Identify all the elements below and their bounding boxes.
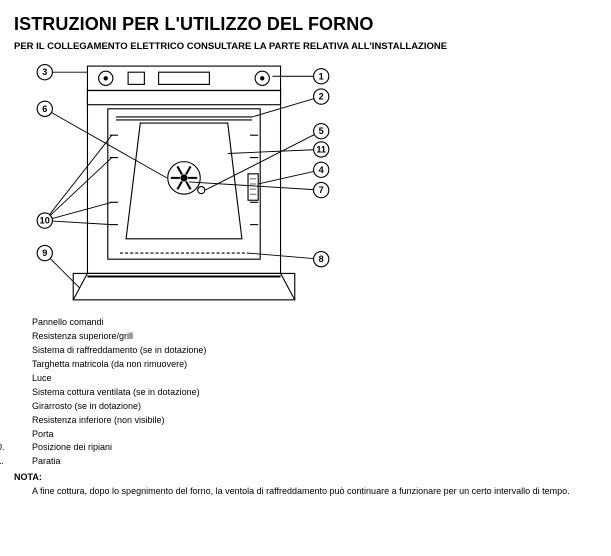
- legend-item: 5.Luce: [14, 372, 597, 386]
- legend-item: 3.Sistema di raffreddamento (se in dotaz…: [14, 344, 597, 358]
- oven-diagram: 1251147836910: [14, 60, 354, 310]
- legend-list: 1.Pannello comandi2.Resistenza superiore…: [14, 316, 597, 469]
- legend-item: 10.Posizione dei ripiani: [14, 441, 597, 455]
- svg-text:10: 10: [40, 216, 50, 226]
- note-label: NOTA:: [14, 471, 597, 485]
- legend: 1.Pannello comandi2.Resistenza superiore…: [14, 316, 597, 499]
- legend-item: 8.Resistenza inferiore (non visibile): [14, 414, 597, 428]
- svg-text:6: 6: [42, 104, 47, 114]
- legend-item: 2.Resistenza superiore/grill: [14, 330, 597, 344]
- note-text-content: A fine cottura, dopo lo spegnimento del …: [32, 486, 570, 496]
- svg-text:8: 8: [319, 254, 324, 264]
- legend-item: 4.Targhetta matricola (da non rimuovere): [14, 358, 597, 372]
- svg-text:11: 11: [316, 144, 326, 154]
- legend-item: 9.Porta: [14, 428, 597, 442]
- page-title: ISTRUZIONI PER L'UTILIZZO DEL FORNO: [14, 14, 597, 35]
- svg-text:1: 1: [319, 71, 324, 81]
- legend-item: 1.Pannello comandi: [14, 316, 597, 330]
- svg-text:5: 5: [319, 126, 324, 136]
- svg-text:7: 7: [319, 185, 324, 195]
- svg-text:3: 3: [42, 67, 47, 77]
- note-text: -A fine cottura, dopo lo spegnimento del…: [14, 485, 597, 499]
- svg-text:2: 2: [319, 92, 324, 102]
- legend-item: 6.Sistema cottura ventilata (se in dotaz…: [14, 386, 597, 400]
- legend-item: 7.Girarrosto (se in dotazione): [14, 400, 597, 414]
- legend-item: 11.Paratia: [14, 455, 597, 469]
- page-subtitle: PER IL COLLEGAMENTO ELETTRICO CONSULTARE…: [14, 41, 597, 52]
- svg-text:9: 9: [42, 248, 47, 258]
